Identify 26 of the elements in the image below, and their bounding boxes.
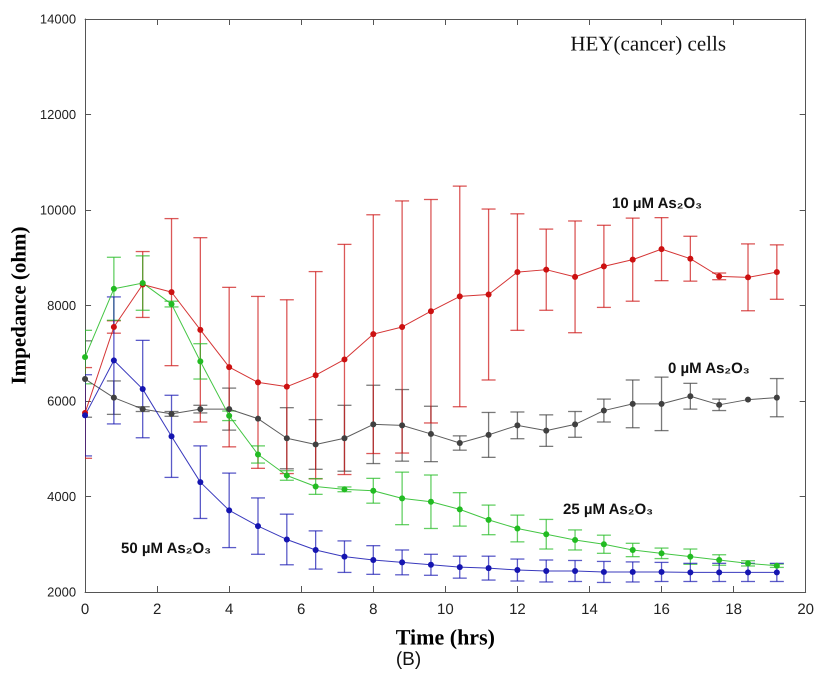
series-label: 25 µM As₂O₃ xyxy=(563,501,654,518)
text: 10 µM As₂O₃ xyxy=(612,195,702,212)
y-tick-label: 2000 xyxy=(47,584,76,600)
x-tick-label: 0 xyxy=(80,601,90,618)
x-tick-label: 14 xyxy=(581,601,598,618)
y-tick-label: 8000 xyxy=(47,298,76,313)
y-tick-label: 10000 xyxy=(40,202,76,218)
x-tick-label: 20 xyxy=(797,601,814,618)
x-axis-title: Time (hrs) xyxy=(396,624,495,650)
x-tick-label: 16 xyxy=(653,601,670,618)
x-tick-label: 12 xyxy=(509,601,526,618)
y-tick-label: 14000 xyxy=(40,12,76,26)
x-tick-label: 4 xyxy=(225,601,234,618)
x-tick-label: 2 xyxy=(152,601,162,618)
text: 50 µM As₂O₃ xyxy=(121,540,212,557)
x-tick-label: 8 xyxy=(369,601,378,618)
x-tick-label: 18 xyxy=(725,601,742,618)
y-axis-title: Impedance (ohm) xyxy=(6,226,30,385)
annotation: HEY(cancer) cells xyxy=(570,32,726,56)
x-tick-label: 6 xyxy=(297,601,306,618)
series-label: 0 µM As₂O₃ xyxy=(668,360,750,377)
y-tick-label: 4000 xyxy=(47,489,76,504)
text: (B) xyxy=(396,649,422,670)
y-tick-label: 12000 xyxy=(40,107,76,122)
x-tick-label: 10 xyxy=(437,601,454,618)
y-tick-label: 6000 xyxy=(47,394,76,408)
